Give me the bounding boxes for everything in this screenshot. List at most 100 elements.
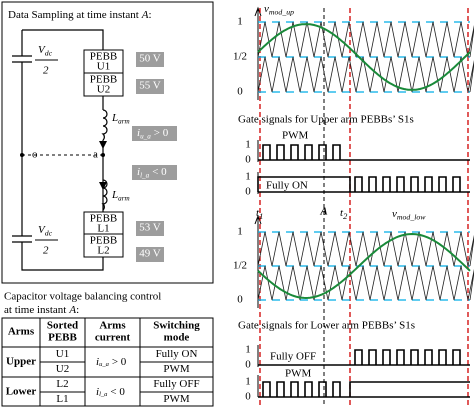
text-part: i: [137, 127, 140, 139]
dc-label: Vdc: [38, 44, 53, 58]
table-cell: il_a < 0: [96, 386, 125, 399]
table-cell: Upper: [6, 356, 36, 368]
table-cell: L2: [56, 378, 68, 390]
inductor-label: Larm: [111, 112, 130, 125]
pebb-label: PEBB: [90, 74, 118, 86]
pebb-label: L1: [97, 223, 109, 235]
table-cell: L1: [56, 393, 68, 405]
gate-signal: [258, 381, 470, 398]
table-grid: [2, 318, 213, 406]
text-part: l_a: [140, 171, 150, 179]
text-part: :: [149, 9, 152, 21]
text-part: dc: [45, 228, 53, 237]
node: [20, 153, 24, 157]
text-part: t: [340, 207, 344, 219]
text-part: at time instant: [4, 304, 66, 316]
text-part: t: [256, 207, 260, 219]
pebb-label: PEBB: [90, 213, 118, 225]
text-part: V: [38, 224, 46, 236]
text-part: l_a: [99, 391, 107, 398]
text-part: i: [96, 386, 99, 398]
text-part: A: [141, 9, 149, 21]
level-label: 1: [245, 344, 251, 356]
gate-title: Gate signals for Upper arm PEBBs’ S1s: [238, 114, 414, 126]
table-cell: Lower: [6, 386, 37, 398]
text-part: > 0: [112, 356, 127, 368]
level-label: 1/2: [233, 260, 247, 272]
level-label: 0: [237, 294, 243, 306]
circuit-wire: [12, 29, 104, 271]
table-cell: PWM: [163, 393, 190, 405]
text-part: v: [392, 208, 397, 220]
table-cell: U1: [56, 348, 69, 360]
text-part: 2: [343, 211, 348, 221]
text-part: v: [264, 3, 269, 15]
table-header: Arms: [99, 320, 126, 332]
text-part: i: [137, 166, 140, 178]
node-label: a: [93, 149, 98, 161]
voltage-label: 55 V: [139, 80, 161, 92]
text-part: u_a: [99, 361, 109, 368]
mod-label: vmod_up: [264, 3, 294, 17]
text-part: mod_low: [397, 212, 426, 221]
text-part: V: [38, 44, 46, 56]
t-label: t2: [340, 207, 348, 221]
dc-label: 2: [43, 245, 49, 257]
carrier: [257, 56, 474, 93]
gate-signal: [258, 349, 470, 366]
current-label: il_a < 0: [137, 166, 167, 179]
voltage-box: [136, 247, 164, 262]
mod-label: vmod_low: [392, 208, 426, 222]
carrier: [257, 21, 474, 58]
gate-label: PWM: [285, 368, 312, 380]
level-label: 0: [245, 391, 251, 403]
text-part: < 0: [152, 166, 167, 178]
gate-title: Gate signals for Lower arm PEBBs’ S1s: [238, 320, 415, 332]
table-header: mode: [164, 332, 190, 344]
table-cell: U2: [56, 363, 69, 375]
gate-label: PWM: [282, 130, 309, 142]
table-cell: iu_a > 0: [96, 356, 127, 369]
voltage-label: 50 V: [139, 53, 161, 65]
table-header: Switching: [153, 320, 200, 332]
text-part: mod_up: [269, 7, 294, 16]
current-label: iu_a > 0: [137, 127, 169, 140]
text-part: L: [111, 189, 118, 201]
level-label: 0: [245, 186, 251, 198]
text-part: i: [96, 356, 99, 368]
pebb-label: U2: [97, 84, 110, 96]
sampling-frame: [1, 1, 214, 284]
node-label: o: [32, 149, 38, 161]
instant-label: A: [319, 206, 327, 218]
gate-label: Fully ON: [266, 180, 308, 192]
level-label: 0: [245, 359, 251, 371]
t-label: t1: [256, 207, 263, 221]
level-label: 1: [237, 16, 243, 28]
voltage-label: 49 V: [139, 248, 161, 260]
voltage-box: [136, 79, 164, 94]
level-label: 1: [245, 376, 251, 388]
caption: at time instant A:: [4, 304, 79, 316]
panel-title: Data Sampling at time instant A:: [8, 9, 152, 21]
caption: Capacitor voltage balancing control: [4, 291, 161, 303]
pebb-label: L2: [97, 245, 109, 257]
level-label: 1: [245, 171, 251, 183]
current-box: [132, 165, 177, 180]
pebb-label: U1: [97, 61, 110, 73]
text-part: L: [111, 112, 118, 124]
text-part: < 0: [110, 386, 125, 398]
carrier: [257, 265, 474, 301]
node: [101, 153, 105, 157]
table-cell: Fully ON: [156, 348, 198, 360]
pebb-label: PEBB: [90, 235, 118, 247]
modulation: [257, 23, 471, 91]
text-part: u_a: [140, 132, 151, 140]
modulation: [257, 232, 471, 300]
table-header: Arms: [8, 326, 35, 338]
table-header: Sorted: [47, 320, 78, 332]
text-part: Data Sampling at time instant: [8, 9, 139, 21]
current-box: [132, 126, 177, 141]
level-label: 1/2: [233, 51, 247, 63]
table-cell: PWM: [163, 363, 190, 375]
table-header: PEBB: [48, 332, 77, 344]
